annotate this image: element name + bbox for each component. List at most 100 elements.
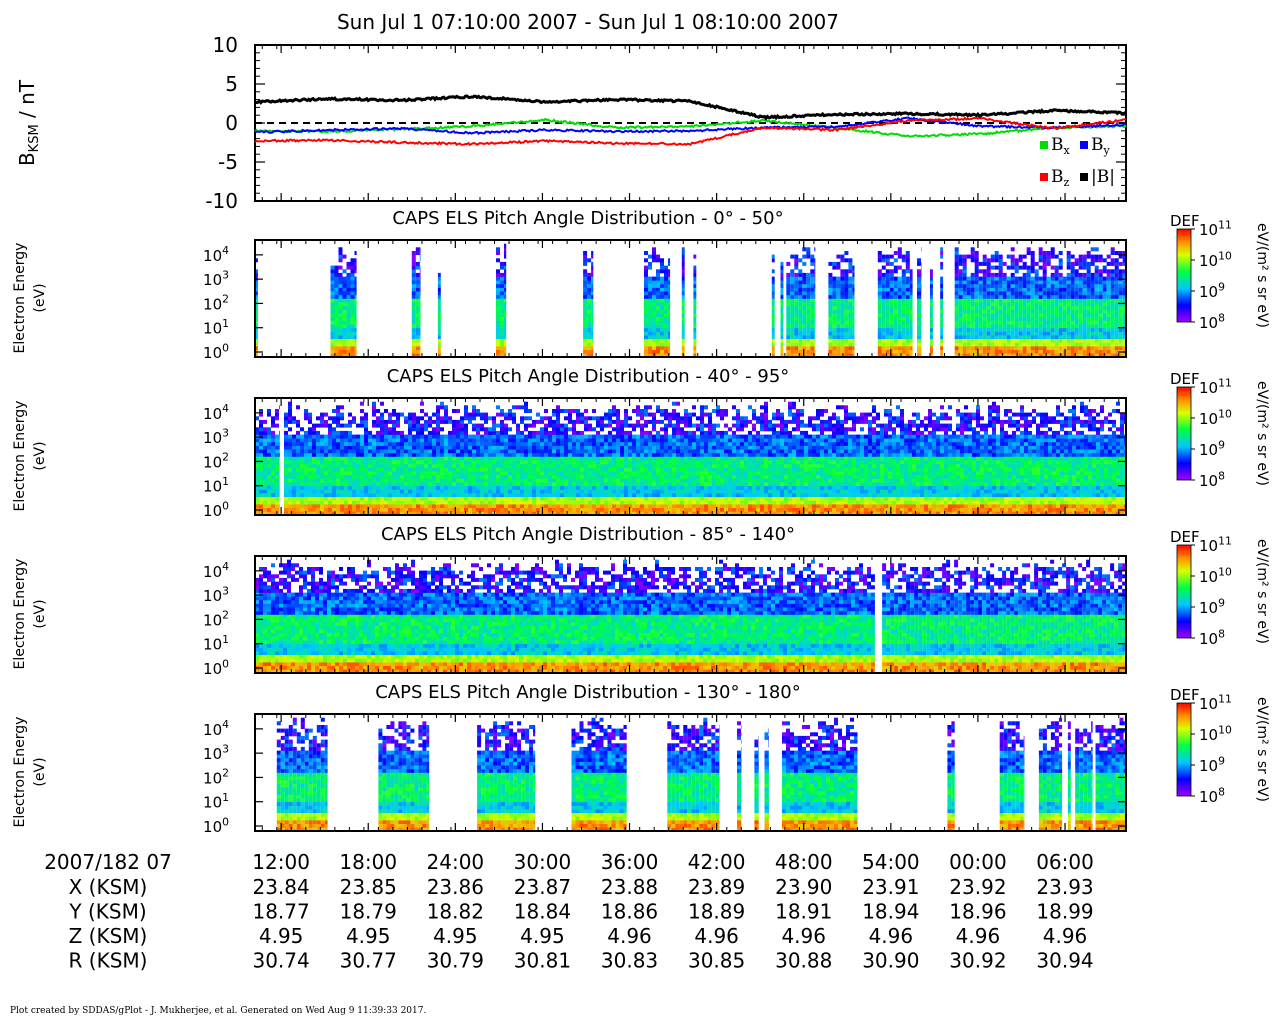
heatmap-cell <box>544 445 548 450</box>
heatmap-cell <box>656 302 660 307</box>
heatmap-cell <box>1002 324 1007 329</box>
heatmap-cell <box>881 298 886 303</box>
heatmap-cell <box>492 489 496 494</box>
heatmap-cell <box>693 276 697 281</box>
heatmap-cell <box>1078 316 1083 321</box>
heatmap-cell <box>844 327 849 332</box>
heatmap-cell <box>587 305 592 310</box>
heatmap-cell <box>1038 316 1043 321</box>
heatmap-cell <box>966 320 971 325</box>
heatmap-cell <box>488 463 492 468</box>
heatmap-cell <box>504 460 508 465</box>
heatmap-cell <box>388 441 392 446</box>
heatmap-cell <box>484 474 488 479</box>
heatmap-cell <box>364 460 368 465</box>
heatmap-cell <box>930 294 933 299</box>
heatmap-cell <box>591 335 594 340</box>
heatmap-cell <box>308 434 312 439</box>
heatmap-cell <box>1030 258 1035 263</box>
heatmap-cell <box>412 427 416 432</box>
heatmap-cell <box>1114 316 1119 321</box>
heatmap-cell <box>255 291 258 296</box>
heatmap-cell <box>1106 309 1111 314</box>
heatmap-cell <box>1066 316 1071 321</box>
heatmap-cell <box>852 316 855 321</box>
heatmap-cell <box>376 500 380 505</box>
heatmap-cell <box>396 496 400 501</box>
heatmap-cell <box>338 276 343 281</box>
heatmap-cell <box>259 445 263 450</box>
heatmap-cell <box>1122 251 1126 255</box>
heatmap-cell <box>814 335 816 340</box>
heatmap-cell <box>396 456 400 461</box>
heatmap-cell <box>970 272 975 277</box>
heatmap-cell <box>587 316 592 321</box>
heatmap-cell <box>259 449 263 454</box>
heatmap-cell <box>255 316 258 321</box>
heatmap-cell <box>508 460 512 465</box>
heatmap-cell <box>334 280 339 285</box>
heatmap-cell <box>496 449 500 454</box>
heatmap-cell <box>504 302 507 307</box>
heatmap-cell <box>368 441 372 446</box>
heatmap-cell <box>419 316 421 321</box>
heatmap-cell <box>504 445 508 450</box>
heatmap-cell <box>372 496 376 501</box>
heatmap-cell <box>350 302 355 307</box>
heatmap-cell <box>296 405 300 410</box>
heatmap-cell <box>1106 305 1111 310</box>
heatmap-cell <box>456 441 460 446</box>
heatmap-cell <box>476 478 480 483</box>
heatmap-cell <box>324 467 328 472</box>
heatmap-cell <box>897 291 902 296</box>
heatmap-cell <box>583 251 588 255</box>
heatmap-cell <box>681 305 685 310</box>
heatmap-cell <box>304 412 308 417</box>
heatmap-cell <box>901 313 906 318</box>
heatmap-cell <box>368 430 372 435</box>
heatmap-cell <box>1074 258 1079 263</box>
heatmap-cell <box>400 460 404 465</box>
heatmap-cell <box>380 449 384 454</box>
heatmap-cell <box>954 353 959 358</box>
heatmap-cell <box>468 485 472 490</box>
heatmap-cell <box>814 265 816 270</box>
heatmap-cell <box>548 511 552 516</box>
heatmap-cell <box>267 496 271 501</box>
heatmap-cell <box>508 493 512 498</box>
heatmap-cell <box>1114 269 1119 274</box>
heatmap-cell <box>978 302 983 307</box>
heatmap-cell <box>652 254 656 259</box>
heatmap-cell <box>364 423 368 428</box>
heatmap-cell <box>255 346 258 350</box>
heatmap-cell <box>524 489 528 494</box>
heatmap-cell <box>316 467 320 472</box>
heatmap-cell <box>958 261 963 266</box>
heatmap-cell <box>267 427 271 432</box>
heatmap-cell <box>528 430 532 435</box>
heatmap-cell <box>448 438 452 443</box>
heatmap-cell <box>336 409 340 413</box>
heatmap-cell <box>472 500 476 505</box>
heatmap-cell <box>484 449 488 454</box>
heatmap-cell <box>346 331 351 336</box>
heatmap-cell <box>1022 353 1027 358</box>
heatmap-cell <box>476 456 480 461</box>
heatmap-cell <box>1014 291 1019 296</box>
heatmap-cell <box>1062 335 1067 340</box>
heatmap-cell <box>990 313 995 318</box>
heatmap-cell <box>681 309 685 314</box>
heatmap-cell <box>484 478 488 483</box>
heatmap-cell <box>428 478 432 483</box>
heatmap-cell <box>1110 258 1115 263</box>
heatmap-cell <box>652 276 656 281</box>
heatmap-cell <box>1110 280 1115 285</box>
heatmap-cell <box>693 287 697 292</box>
heatmap-cell <box>1054 283 1059 288</box>
heatmap-cell <box>583 305 588 310</box>
heatmap-cell <box>320 493 324 498</box>
heatmap-cell <box>416 489 420 494</box>
heatmap-cell <box>970 331 975 336</box>
heatmap-cell <box>1110 294 1115 299</box>
heatmap-cell <box>1038 287 1043 292</box>
